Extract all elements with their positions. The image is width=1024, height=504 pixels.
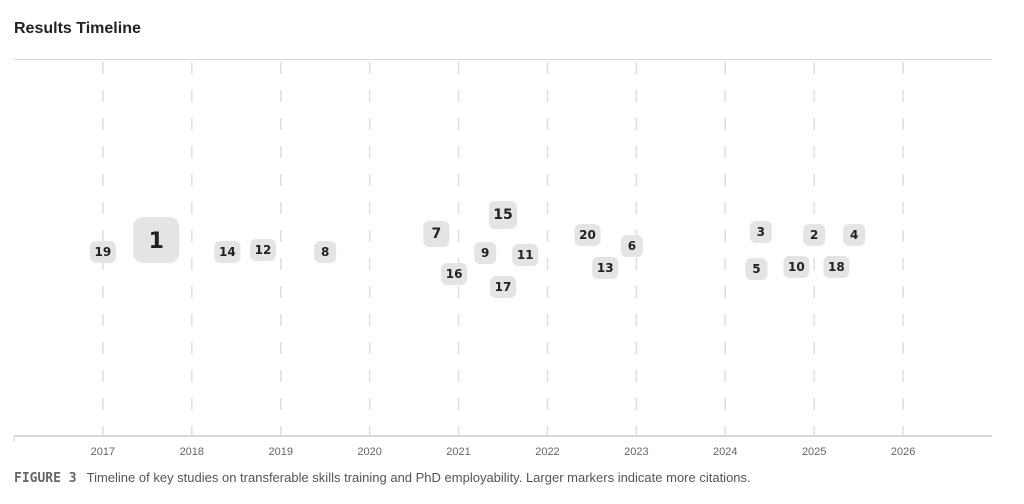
study-marker <box>423 221 450 247</box>
study-marker <box>489 201 517 229</box>
study-marker <box>749 221 772 243</box>
study-marker-label: 12 <box>255 243 272 257</box>
study-marker-label: 3 <box>757 225 765 239</box>
study-marker <box>133 217 180 263</box>
study-marker-label: 13 <box>597 261 614 275</box>
study-marker-label: 5 <box>752 262 760 276</box>
x-tick-label: 2020 <box>357 446 381 458</box>
study-marker <box>803 224 826 246</box>
x-tick-label: 2018 <box>180 446 204 458</box>
x-tick-label: 2019 <box>268 446 292 458</box>
study-marker <box>249 239 276 261</box>
study-marker-label: 8 <box>321 245 329 259</box>
figure-label: FIGURE 3 <box>14 471 77 486</box>
study-marker <box>783 256 810 278</box>
study-marker-label: 7 <box>431 226 441 242</box>
x-tick-label: 2021 <box>446 446 470 458</box>
study-marker <box>823 256 850 278</box>
study-marker-label: 18 <box>828 260 845 274</box>
study-marker <box>512 244 539 266</box>
study-marker <box>490 276 516 298</box>
x-tick-label: 2023 <box>624 446 648 458</box>
study-marker <box>314 241 337 263</box>
study-marker-label: 6 <box>628 239 636 253</box>
x-tick-label: 2024 <box>713 446 737 458</box>
study-marker-label: 17 <box>495 280 512 294</box>
study-marker-label: 19 <box>95 245 112 259</box>
study-marker <box>574 224 601 246</box>
x-tick-label: 2025 <box>802 446 826 458</box>
study-marker-label: 11 <box>517 248 534 262</box>
study-marker <box>592 257 619 279</box>
study-marker-label: 1 <box>149 229 164 254</box>
study-marker <box>89 241 116 263</box>
chart-title: Results Timeline <box>14 20 141 37</box>
study-marker-label: 15 <box>493 207 512 223</box>
study-marker <box>620 235 643 257</box>
caption-text: Timeline of key studies on transferable … <box>86 470 751 485</box>
figure-caption: FIGURE 3 Timeline of key studies on trans… <box>14 470 751 486</box>
study-marker <box>441 263 468 285</box>
study-marker <box>214 241 241 263</box>
top-divider <box>14 59 992 60</box>
study-marker <box>745 258 768 280</box>
x-tick-label: 2022 <box>535 446 559 458</box>
study-marker-label: 14 <box>219 245 236 259</box>
study-marker-label: 4 <box>850 228 858 242</box>
study-marker <box>474 242 497 264</box>
study-marker-label: 16 <box>446 267 463 281</box>
study-marker-label: 10 <box>788 260 805 274</box>
study-marker <box>843 224 866 246</box>
study-marker-label: 20 <box>579 228 596 242</box>
study-marker-label: 2 <box>810 228 818 242</box>
x-tick-label: 2017 <box>91 446 115 458</box>
x-tick-label: 2026 <box>891 446 915 458</box>
study-marker-label: 9 <box>481 246 489 260</box>
